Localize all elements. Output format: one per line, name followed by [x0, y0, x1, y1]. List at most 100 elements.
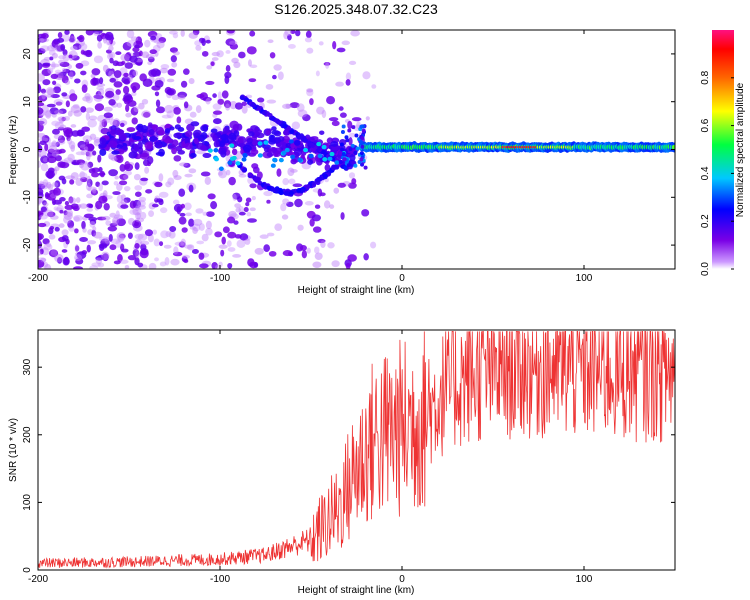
spectrogram-cell: [290, 142, 296, 149]
spectrogram-cell: [133, 135, 142, 140]
spectrogram-cell: [242, 153, 248, 158]
spectrogram-cell: [340, 129, 345, 134]
spectrogram-cell: [180, 203, 185, 209]
spectrogram-cell: [58, 108, 67, 114]
spectrogram-cell: [329, 204, 335, 209]
spectrogram-cell: [239, 233, 249, 241]
spectrogram-cell: [153, 238, 160, 247]
spectrogram-cell: [42, 200, 47, 206]
spectrogram-cell: [252, 139, 258, 146]
spectrogram-cell: [123, 79, 131, 85]
spectrogram-cell: [321, 144, 327, 150]
spectrogram-cell: [234, 234, 242, 239]
spectrogram-cell: [370, 241, 377, 249]
spectrogram-cell: [48, 249, 59, 257]
spectrogram-cell: [232, 124, 239, 131]
spectrogram-cell: [126, 39, 137, 47]
spectrogram-cell: [173, 106, 181, 115]
spectrogram-cell: [218, 169, 227, 179]
spectrogram-cell: [126, 127, 136, 132]
spectrogram-cell: [327, 156, 333, 162]
spectrogram-cell: [118, 132, 127, 141]
spectrogram-cell: [321, 109, 327, 119]
spectrogram-cell: [112, 220, 118, 226]
spectrogram-cell: [214, 264, 221, 269]
spectrogram-cell: [74, 228, 79, 234]
spectrogram-cell: [120, 53, 130, 62]
snr-series-line: [38, 330, 675, 569]
spectrogram-cell: [361, 209, 370, 217]
spectrogram-cell: [51, 52, 58, 59]
spectrogram-cell: [112, 94, 120, 101]
spectrogram-cell: [97, 262, 105, 268]
spectrogram-cell: [78, 162, 84, 169]
spectrogram-cell: [43, 243, 53, 251]
spectrogram-cell: [307, 159, 314, 165]
spectrogram-cell: [41, 247, 50, 256]
spectrogram-cell: [184, 173, 193, 178]
spectrogram-cell: [61, 116, 66, 122]
spectrogram-cell: [38, 118, 48, 126]
spectrogram-cell: [234, 102, 243, 110]
spectrogram-cell: [172, 169, 179, 178]
spectrogram-xtick-label: 0: [399, 273, 405, 284]
spectrogram-cell: [38, 240, 43, 249]
spectrogram-cell: [281, 150, 287, 156]
spectrogram-cell: [63, 211, 73, 221]
spectrogram-cell: [221, 236, 226, 245]
spectrogram-cell: [174, 124, 181, 130]
spectrogram-cell: [221, 90, 229, 99]
spectrogram-cell: [51, 151, 60, 157]
spectrogram-cell: [51, 142, 59, 147]
spectrogram-cell: [83, 213, 94, 219]
spectrogram-cell: [85, 107, 94, 113]
spectrogram-cell: [154, 79, 164, 88]
spectrogram-cell: [105, 90, 115, 98]
spectrogram-cell: [50, 94, 60, 99]
spectrogram-cell: [218, 261, 223, 268]
spectrogram-cell: [251, 163, 259, 169]
spectrogram-cell: [348, 137, 353, 146]
spectrogram-cell: [57, 126, 65, 131]
spectrogram-cell: [296, 103, 305, 112]
spectrogram-cell: [210, 201, 218, 210]
spectrogram-cell: [301, 250, 307, 259]
spectrogram-cell: [268, 138, 276, 145]
spectrogram-cell: [80, 162, 90, 171]
spectrogram-cell: [148, 69, 158, 78]
spectrogram-cell: [65, 175, 76, 180]
spectrogram-cell: [38, 107, 44, 115]
spectrogram-cell: [112, 119, 120, 128]
spectrogram-cell: [103, 202, 110, 211]
spectrogram-cell: [343, 165, 348, 170]
spectrogram-cell: [314, 246, 320, 254]
spectrogram-cell: [44, 109, 52, 118]
spectrogram-cell: [113, 260, 121, 265]
spectrogram-cell: [341, 152, 346, 157]
spectrogram-cell: [45, 94, 53, 98]
spectrogram-cell: [273, 64, 282, 71]
colorbar-gradient: [712, 30, 734, 269]
spectrogram-cell: [135, 36, 143, 45]
spectrogram-cell: [98, 195, 108, 204]
spectrogram-cell: [213, 140, 220, 148]
spectrogram-cell: [268, 146, 278, 154]
spectrogram-cell: [86, 193, 93, 199]
spectrogram-cell: [113, 180, 119, 186]
spectrogram-cell: [213, 148, 219, 153]
spectrogram-cell: [84, 92, 91, 100]
snr-y-label: SNR (10 * v/v): [8, 418, 19, 482]
spectrogram-cell: [168, 231, 176, 239]
spectrogram-cell: [199, 263, 209, 269]
spectrogram-cell: [149, 49, 157, 55]
spectrogram-cell: [359, 151, 364, 156]
spectrogram-cell: [115, 129, 125, 135]
spectrogram-cell: [172, 32, 179, 39]
spectrogram-cell: [303, 147, 309, 153]
spectrogram-cell: [85, 30, 94, 36]
spectrogram-cell: [59, 61, 70, 68]
spectrogram-cell: [53, 187, 61, 196]
spectrogram-cell: [355, 146, 360, 151]
spectrogram-cell: [38, 160, 42, 168]
spectrogram-cell: [242, 167, 248, 173]
